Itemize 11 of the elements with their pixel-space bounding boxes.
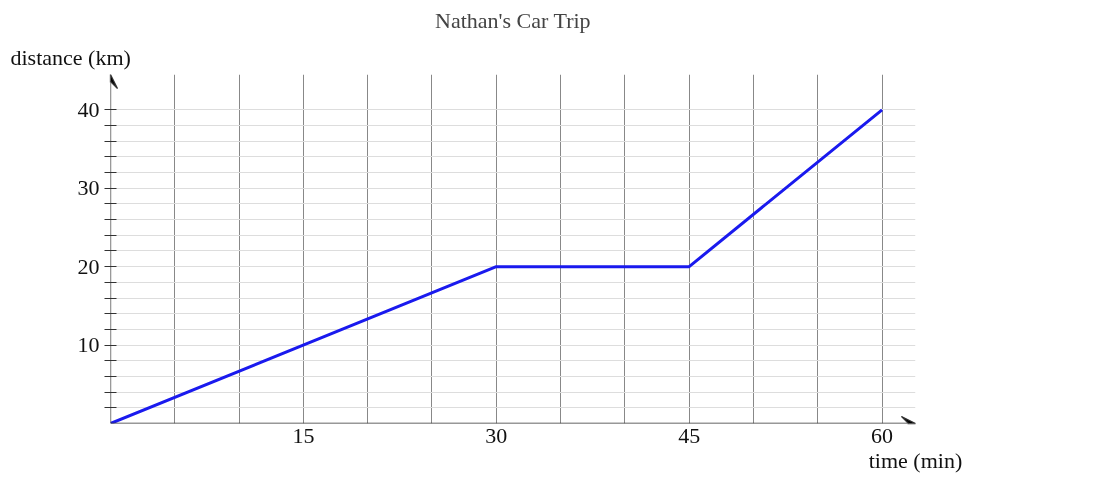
x-tick-label: 15	[292, 422, 315, 448]
y-tick-label: 10	[77, 332, 100, 358]
y-axis-title: distance (km)	[10, 44, 131, 70]
y-tick-label: 20	[77, 253, 100, 279]
x-tick-label: 30	[485, 422, 508, 448]
x-tick-label: 60	[871, 422, 894, 448]
y-tick-label: 30	[77, 175, 100, 201]
x-axis-title: time (min)	[868, 447, 963, 473]
y-tick-label: 40	[77, 96, 100, 122]
chart-title: Nathan's Car Trip	[435, 7, 591, 33]
x-tick-label: 45	[678, 422, 701, 448]
